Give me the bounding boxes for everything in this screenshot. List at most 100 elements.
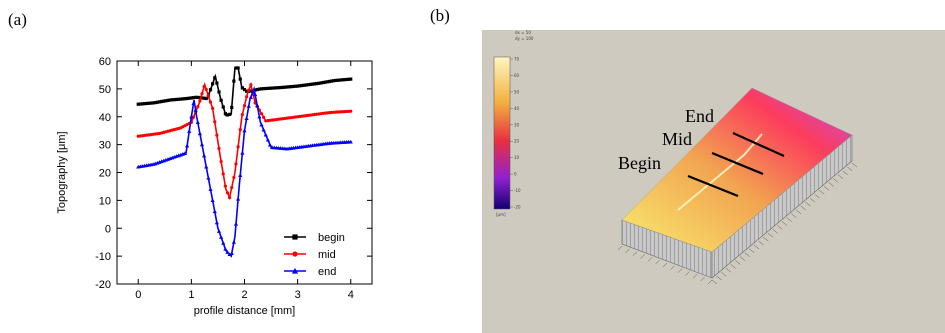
series-end-point-36 [212,209,217,214]
x-tick-label-3: 3 [295,289,301,301]
series-begin-point-80 [306,83,310,87]
width-axis-tick-4 [647,257,653,262]
series-begin-point-51 [245,89,249,93]
series-end-point-51 [244,116,249,121]
series-end-point-40 [221,241,226,245]
series-begin-point-86 [319,81,323,85]
depth-axis-tick-2 [721,272,727,277]
series-begin-point-2 [140,102,145,106]
series-mid-point-33 [206,94,210,98]
series-begin-point-40 [221,105,225,109]
series-end-point-34 [208,187,213,191]
series-mid-point-49 [240,112,244,117]
series-begin-point-45 [232,79,236,83]
y-tick-label-8: 60 [99,56,111,68]
series-begin-point-12 [162,99,166,103]
width-axis-tick-2 [632,251,638,256]
series-begin-point-76 [298,84,302,88]
series-begin-point-71 [287,85,291,89]
depth-axis-tick-19 [800,205,806,211]
depth-axis-tick-9 [753,244,760,250]
series-mid-point-47 [236,145,240,149]
end-line [732,131,785,158]
series-mid-point-43 [228,195,232,200]
depth-axis-tick-4 [730,264,736,269]
depth-axis-tick-28 [842,170,848,175]
series-mid-point-30 [200,92,204,96]
series-begin-point-47 [236,66,240,70]
series-begin-point-26 [191,96,196,100]
y-tick-label-0: -20 [95,279,111,291]
y-tick-label-2: 0 [105,223,111,235]
series-begin-point-18 [174,97,179,102]
series-mid-point-52 [247,88,251,92]
depth-axis-tick-8 [749,248,755,253]
series-mid-point-31 [202,84,206,89]
series-begin-point-32 [204,96,208,101]
series-begin-point-36 [213,76,217,80]
width-axis-tick-11 [700,276,705,282]
series-mid-point-45 [232,175,236,180]
series-begin-point-79 [304,83,308,87]
colorbar-tick-label-8: -10 [514,188,521,193]
series-begin-point-75 [296,84,300,88]
series-begin-point-11 [160,99,164,104]
depth-axis-tick-10 [758,240,764,246]
x-tick-label-4: 4 [348,289,354,301]
series-begin-point-22 [183,97,187,101]
series-end-point-46 [233,221,239,226]
colorbar-tick-label-5: 20 [514,139,520,144]
series-begin-point-43 [228,112,232,116]
legend-label-end: end [318,266,336,278]
series-begin-point-61 [266,86,270,90]
legend-label-mid: mid [318,249,336,261]
series-begin-point-48 [238,77,242,81]
series-end-point-57 [257,114,262,119]
series-begin [136,66,353,117]
series-begin-point-15 [168,98,172,102]
y-tick-label-7: 50 [99,84,111,96]
series-begin-point-37 [215,81,219,85]
series-end-point-59 [261,127,266,132]
series-begin-point-62 [268,86,272,90]
end-annotation: End [685,106,714,126]
series-mid-point-29 [198,99,202,103]
series-begin-point-66 [276,86,281,90]
series-begin-point-7 [151,101,155,105]
series-mid-point-39 [219,160,223,164]
width-axis-tick-8 [677,268,683,273]
depth-axis-tick-20 [805,201,811,207]
series-begin-point-25 [189,96,193,100]
chart-legend: begin mid end [284,232,345,278]
width-axis-tick-10 [692,274,698,279]
series-mid-point-46 [234,162,238,166]
series-begin-point-91 [330,79,334,83]
depth-axis-tick-22 [814,194,820,199]
series-begin-point-59 [262,87,266,91]
series-end-point-52 [246,104,251,108]
series-begin-point-81 [308,82,312,87]
series-begin-point-39 [219,98,223,102]
series-begin-point-4 [145,101,149,106]
series-mid-point-48 [238,128,242,132]
depth-axis-tick-5 [735,260,741,265]
series-end-point-30 [199,142,205,147]
series-begin-point-69 [283,85,287,89]
x-tick-label-0: 0 [135,289,141,301]
series-begin-point-50 [242,87,247,92]
series-mid-point-44 [230,185,234,190]
series-begin-point-10 [157,100,162,104]
colorbar-gradient [493,56,511,210]
series-end-point-33 [206,175,211,180]
colorbar: dx = 50 dy = 100 70 60 50 40 30 20 10 0 -10 -20 [… [493,30,534,217]
series-begin-point-14 [166,98,170,102]
series-end-point-56 [255,103,260,108]
series-end-point-50 [242,128,247,133]
series-begin-point-28 [196,95,200,99]
series-end-point-35 [210,198,215,202]
series-end-point-37 [214,220,219,225]
colorbar-header-dy: dy = 100 [515,36,534,41]
series-begin-point-88 [323,80,327,84]
panel-a-label: (a) [8,10,27,29]
series-begin-point-56 [255,87,259,92]
